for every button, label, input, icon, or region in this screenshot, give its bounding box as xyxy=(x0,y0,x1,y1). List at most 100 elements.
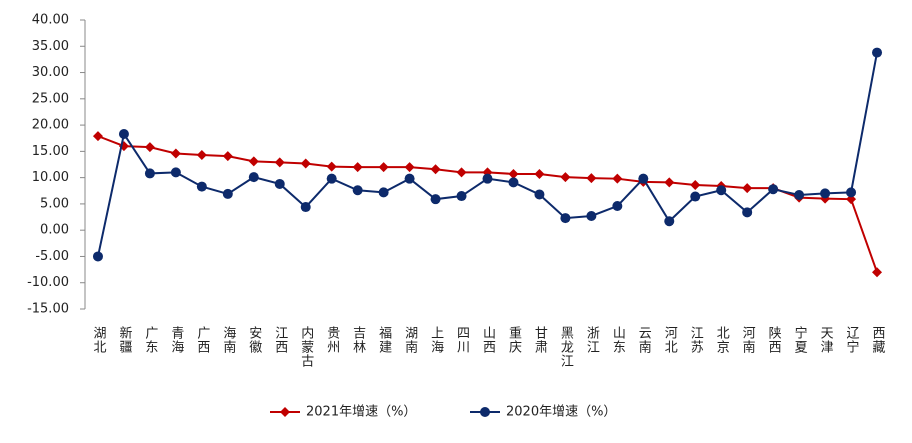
x-tick-label: 陕西 xyxy=(766,326,782,354)
point xyxy=(248,156,259,167)
y-tick-label: 35.00 xyxy=(32,39,69,54)
x-tick-label: 江苏 xyxy=(688,326,704,354)
point xyxy=(846,187,857,198)
point xyxy=(196,150,207,161)
point xyxy=(794,189,805,200)
x-tick-label: 辽宁 xyxy=(844,326,860,354)
y-tick-label: 0.00 xyxy=(40,223,69,238)
legend-label: 2020年增速（%） xyxy=(506,405,616,420)
point xyxy=(456,167,467,178)
point xyxy=(404,162,415,173)
point xyxy=(352,162,363,173)
point xyxy=(482,173,493,184)
point xyxy=(430,164,441,175)
point xyxy=(274,157,285,168)
x-tick-label: 西藏 xyxy=(870,326,886,354)
x-tick-label: 吉林 xyxy=(350,326,366,354)
point xyxy=(144,142,155,153)
x-tick-label: 青海 xyxy=(168,326,184,354)
y-tick-label: -15.00 xyxy=(27,302,69,317)
x-tick-label: 浙江 xyxy=(584,326,600,354)
x-tick-label: 四川 xyxy=(454,326,470,354)
point xyxy=(560,213,571,224)
legend-label: 2021年增速（%） xyxy=(306,405,416,420)
y-tick-label: 10.00 xyxy=(32,170,69,185)
point xyxy=(742,207,753,218)
x-tick-label: 宁夏 xyxy=(792,325,808,354)
point xyxy=(586,210,597,221)
x-tick-label: 江西 xyxy=(272,326,288,354)
x-tick-label: 广东 xyxy=(142,326,158,354)
x-tick-label: 湖北 xyxy=(90,326,106,354)
point xyxy=(352,185,363,196)
x-tick-label: 广西 xyxy=(194,326,210,354)
point xyxy=(586,173,597,184)
point xyxy=(92,131,103,142)
x-tick-label: 上海 xyxy=(428,326,444,354)
point xyxy=(534,189,545,200)
point xyxy=(300,202,311,213)
x-tick-label: 新疆 xyxy=(116,325,132,354)
point xyxy=(664,216,675,227)
point xyxy=(300,158,311,169)
point xyxy=(248,172,259,183)
point xyxy=(846,194,857,205)
x-tick-label: 湖南 xyxy=(402,326,418,354)
point xyxy=(430,194,441,205)
point xyxy=(742,183,753,194)
point xyxy=(378,187,389,198)
x-tick-label: 山西 xyxy=(480,326,496,354)
y-tick-label: 20.00 xyxy=(32,118,69,133)
y-tick-label: 15.00 xyxy=(32,144,69,159)
point xyxy=(118,129,129,140)
y-tick-label: 25.00 xyxy=(32,91,69,106)
point xyxy=(508,177,519,188)
point xyxy=(612,173,623,184)
x-tick-label: 黑龙江 xyxy=(558,326,574,368)
x-tick-label: 海南 xyxy=(220,326,236,354)
y-tick-label: 5.00 xyxy=(40,196,69,211)
legend-marker xyxy=(480,407,490,417)
point xyxy=(690,191,701,202)
point xyxy=(716,185,727,196)
x-tick-label: 天津 xyxy=(818,326,834,354)
point xyxy=(508,168,519,179)
point xyxy=(690,179,701,190)
y-tick-label: -10.00 xyxy=(27,275,69,290)
point xyxy=(664,177,675,188)
series-line xyxy=(97,52,878,257)
x-tick-label: 山东 xyxy=(610,326,626,354)
point xyxy=(768,184,779,195)
x-tick-label: 内蒙古 xyxy=(298,325,314,368)
x-tick-label: 福建 xyxy=(376,326,392,354)
y-tick-label: -5.00 xyxy=(35,249,69,264)
point xyxy=(326,161,337,172)
point xyxy=(222,151,233,162)
x-tick-label: 重庆 xyxy=(506,325,522,354)
point xyxy=(378,162,389,173)
x-tick-label: 安徽 xyxy=(246,326,262,354)
point xyxy=(92,251,103,262)
point xyxy=(872,267,883,278)
point xyxy=(534,168,545,179)
point xyxy=(144,168,155,179)
point xyxy=(326,173,337,184)
point xyxy=(196,181,207,192)
point xyxy=(820,188,831,199)
x-tick-label: 北京 xyxy=(714,326,730,354)
point xyxy=(612,201,623,212)
x-tick-label: 河南 xyxy=(740,326,756,354)
point xyxy=(274,178,285,189)
x-tick-label: 河北 xyxy=(662,326,678,354)
x-tick-label: 贵州 xyxy=(324,326,340,354)
y-tick-label: 30.00 xyxy=(32,65,69,80)
point xyxy=(638,173,649,184)
legend-marker xyxy=(280,407,290,417)
point xyxy=(170,167,181,178)
series-line xyxy=(97,135,878,273)
point xyxy=(872,47,883,58)
point xyxy=(222,188,233,199)
point xyxy=(404,173,415,184)
point xyxy=(170,148,181,159)
